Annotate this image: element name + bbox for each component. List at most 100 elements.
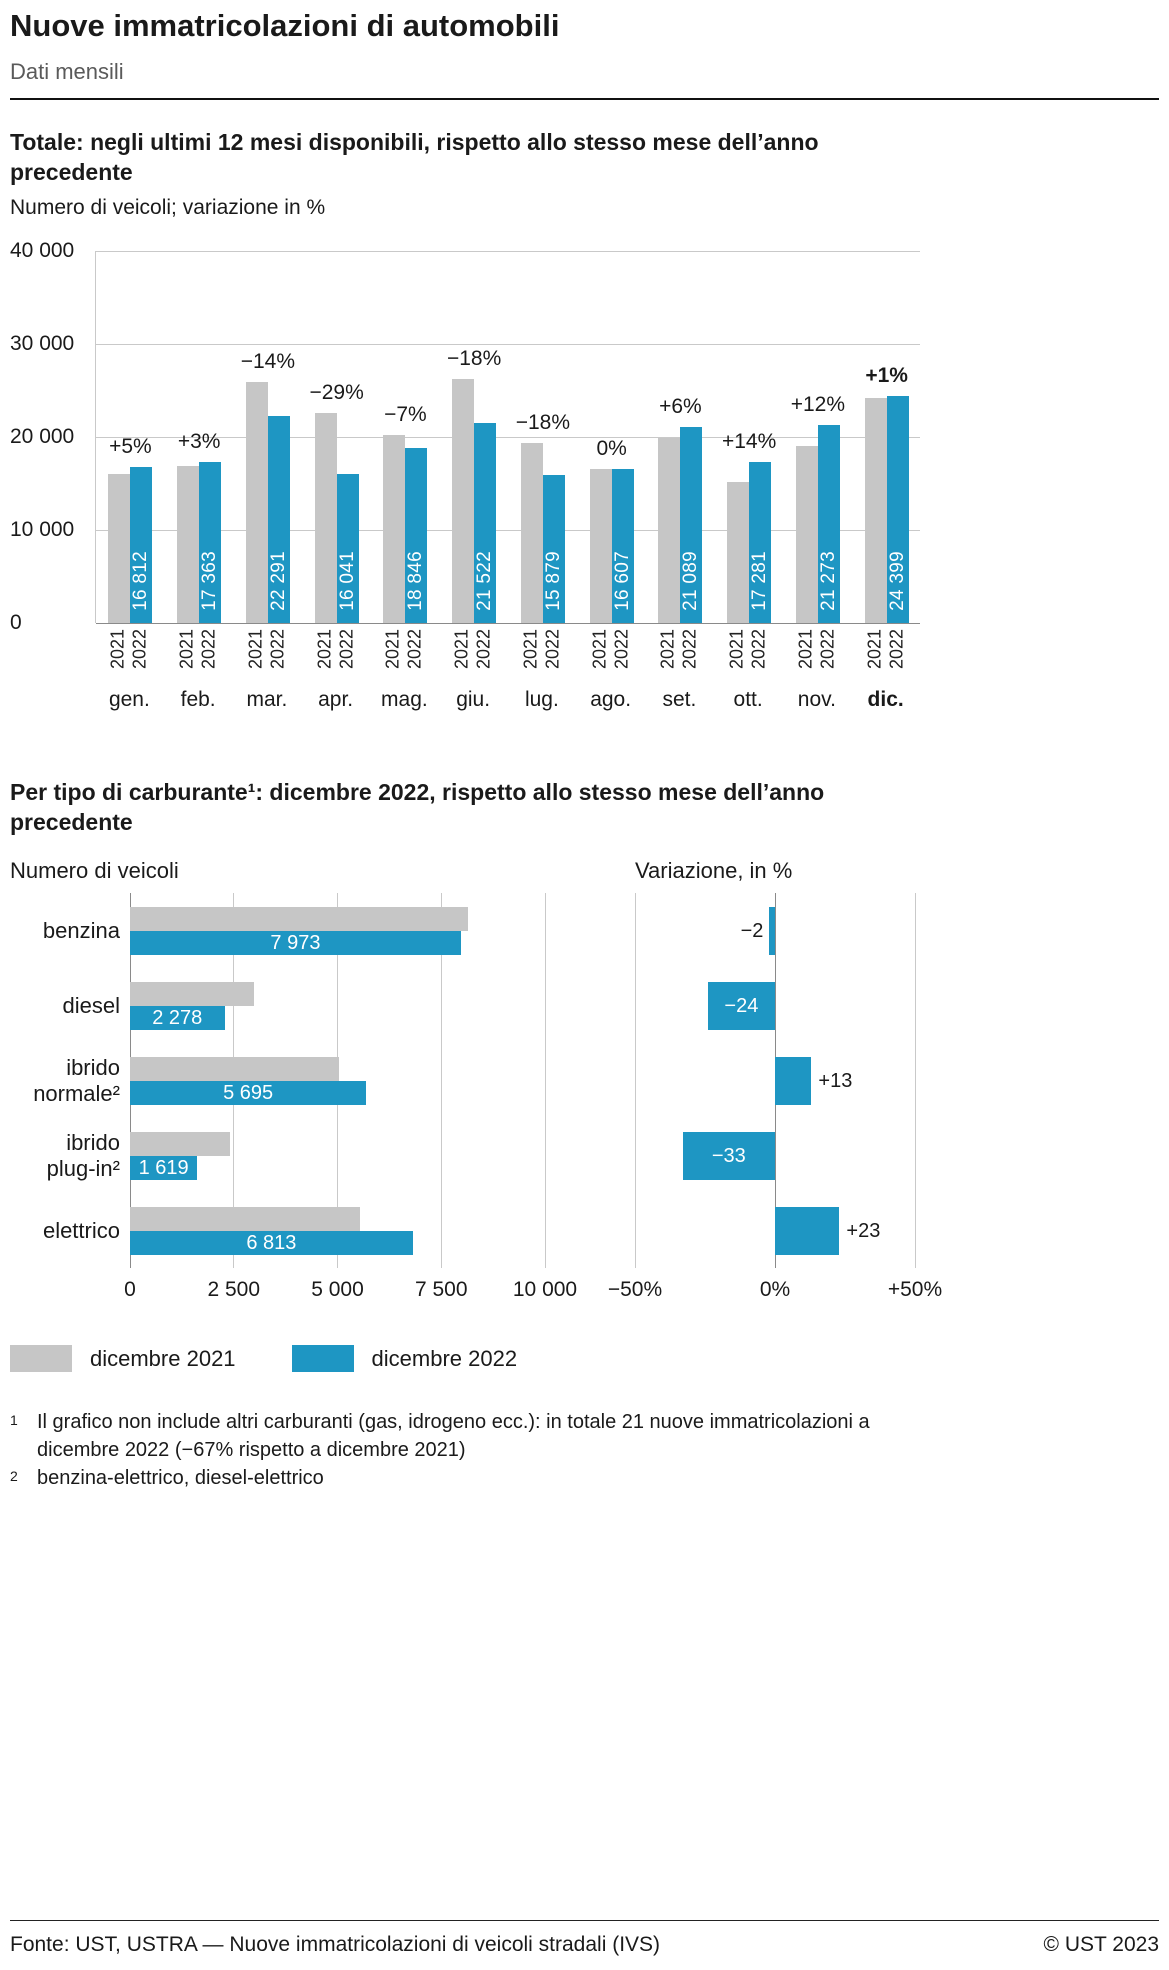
bar-dec-2022 (130, 1080, 367, 1105)
x-axis-month-label: ago. (590, 688, 632, 711)
variation-bar (707, 981, 775, 1030)
x-tick-year-2022: 2022 (267, 629, 288, 670)
x-axis-month-label: lug. (524, 688, 559, 711)
bar-2022 (749, 462, 772, 623)
x-tick-year-2021: 2021 (382, 629, 403, 670)
x-axis-month-label: dic. (867, 688, 904, 711)
grid-line (96, 622, 920, 624)
pct-change-label: +6% (659, 394, 702, 418)
fuel-type-charts: 7 973 2 278 5 695 1 619 6 813 0 2 500 5 000 7 50… (10, 893, 1159, 1308)
pct-change-label: −29% (309, 380, 364, 404)
y-axis-tick-label: 30 000 (10, 332, 75, 355)
bar-value-label: 22 291 (267, 551, 289, 611)
bar-dec-2022 (130, 1005, 225, 1030)
header-divider (10, 98, 1159, 100)
bar-2022 (611, 468, 634, 623)
x-axis-tick-label: 10 000 (512, 1278, 578, 1301)
monthly-registrations-chart: +5% 16 812 +3% 17 363 −14% 22 291 −29% 16 041 −7… (10, 239, 1159, 721)
x-tick-year-2021: 2021 (657, 629, 678, 670)
footnote-1-marker: 1 (10, 1412, 18, 1428)
grid-line (96, 436, 920, 438)
bar-2021 (658, 437, 681, 623)
bar-value-label: 16 041 (336, 551, 358, 611)
bar-2021 (589, 468, 612, 623)
x-tick-year-2021: 2021 (176, 629, 197, 670)
variation-value-label: +23 (846, 1219, 881, 1242)
pct-change-label: 0% (596, 436, 627, 460)
grid-line (96, 529, 920, 531)
grid-line (544, 893, 546, 1268)
bar-value-label: 15 879 (542, 551, 564, 611)
x-axis-month-label: ott. (733, 688, 763, 711)
pct-change-label: −14% (240, 349, 296, 373)
grid-line (634, 893, 636, 1268)
bar-value-label: 21 273 (817, 551, 839, 611)
footnote-1: 1 Il grafico non include altri carburant… (10, 1408, 1159, 1464)
legend-swatch-2021-icon (10, 1345, 72, 1372)
pct-change-label: +5% (109, 434, 152, 458)
x-tick-year-2022: 2022 (129, 629, 150, 670)
bar-dec-2022 (130, 930, 461, 955)
footer-source: Fonte: UST, USTRA — Nuove immatricolazio… (10, 1933, 661, 1956)
x-tick-year-2021: 2021 (107, 629, 128, 670)
section-total-title: Totale: negli ultimi 12 mesi disponibili… (10, 129, 819, 185)
category-label: ibrido plug-in² (10, 1118, 120, 1193)
category-label: diesel (10, 968, 120, 1043)
x-axis-month-label: set. (662, 688, 697, 711)
bar-2022 (680, 426, 703, 623)
legend-label-2022: dicembre 2022 (371, 1345, 518, 1371)
bar-2021 (314, 412, 337, 623)
pct-change-label: +12% (790, 393, 846, 417)
bar-value-label: 2 278 (152, 1006, 203, 1029)
bar-2022 (130, 466, 153, 623)
bar-value-label: 7 973 (270, 931, 321, 954)
x-axis-tick-label: 0 (124, 1278, 136, 1301)
x-tick-year-2022: 2022 (886, 629, 907, 670)
x-axis-month-label: apr. (318, 688, 354, 711)
category-label: ibrido normale² (10, 1043, 120, 1118)
variation-bar (682, 1131, 775, 1180)
grid-line (96, 343, 920, 345)
bar-value-label: 16 812 (130, 551, 152, 611)
x-axis-month-label: mag. (381, 688, 428, 711)
x-tick-year-2022: 2022 (336, 629, 357, 670)
x-tick-year-2022: 2022 (473, 629, 494, 670)
variation-value-label: +13 (818, 1069, 853, 1092)
x-tick-year-2021: 2021 (589, 629, 610, 670)
legend: dicembre 2021 dicembre 2022 (10, 1345, 1159, 1372)
bar-2021 (795, 446, 818, 623)
bar-2021 (177, 466, 200, 623)
bar-dec-2021 (130, 906, 468, 931)
page-title: Nuove immatricolazioni di automobili (10, 8, 560, 43)
x-axis-tick-label: 5 000 (311, 1278, 364, 1301)
x-axis-tick-label: 2 500 (207, 1278, 261, 1301)
fuel-variation-plot-area: −2 −24 +13 −33 +23 (634, 893, 916, 1268)
category-label: benzina (10, 893, 120, 968)
bar-dec-2022 (130, 1230, 413, 1255)
variation-value-label: −2 (740, 919, 764, 942)
variation-bar (775, 1056, 812, 1105)
footnote-1-text: Il grafico non include altri carburanti … (37, 1411, 870, 1461)
bar-2022 (542, 475, 565, 623)
page-subtitle: Dati mensili (10, 59, 124, 84)
bar-2021 (727, 482, 750, 623)
bar-value-label: 5 695 (223, 1081, 274, 1104)
grid-line (96, 250, 920, 252)
x-axis-month-label: nov. (797, 688, 836, 711)
variation-bar (775, 1206, 840, 1255)
monthly-plot-area: +5% 16 812 +3% 17 363 −14% 22 291 −29% 16 041 −7… (95, 250, 920, 624)
footnote-2-text: benzina-elettrico, diesel-elettrico (37, 1467, 324, 1489)
footer-copyright: © UST 2023 (1043, 1933, 1159, 1956)
bar-value-label: 17 363 (199, 551, 221, 611)
x-axis-tick-label: 0% (759, 1278, 791, 1301)
pct-change-label: +3% (177, 429, 221, 453)
bar-2022 (199, 461, 222, 623)
x-axis-month-label: gen. (108, 688, 150, 711)
x-tick-year-2022: 2022 (542, 629, 563, 670)
bar-value-label: 21 522 (474, 551, 496, 611)
category-label-line: diesel (62, 992, 120, 1018)
category-label-line: elettrico (42, 1217, 120, 1243)
x-tick-year-2022: 2022 (817, 629, 838, 670)
category-label-line: ibrido (66, 1054, 120, 1080)
y-axis-tick-label: 20 000 (10, 425, 75, 448)
